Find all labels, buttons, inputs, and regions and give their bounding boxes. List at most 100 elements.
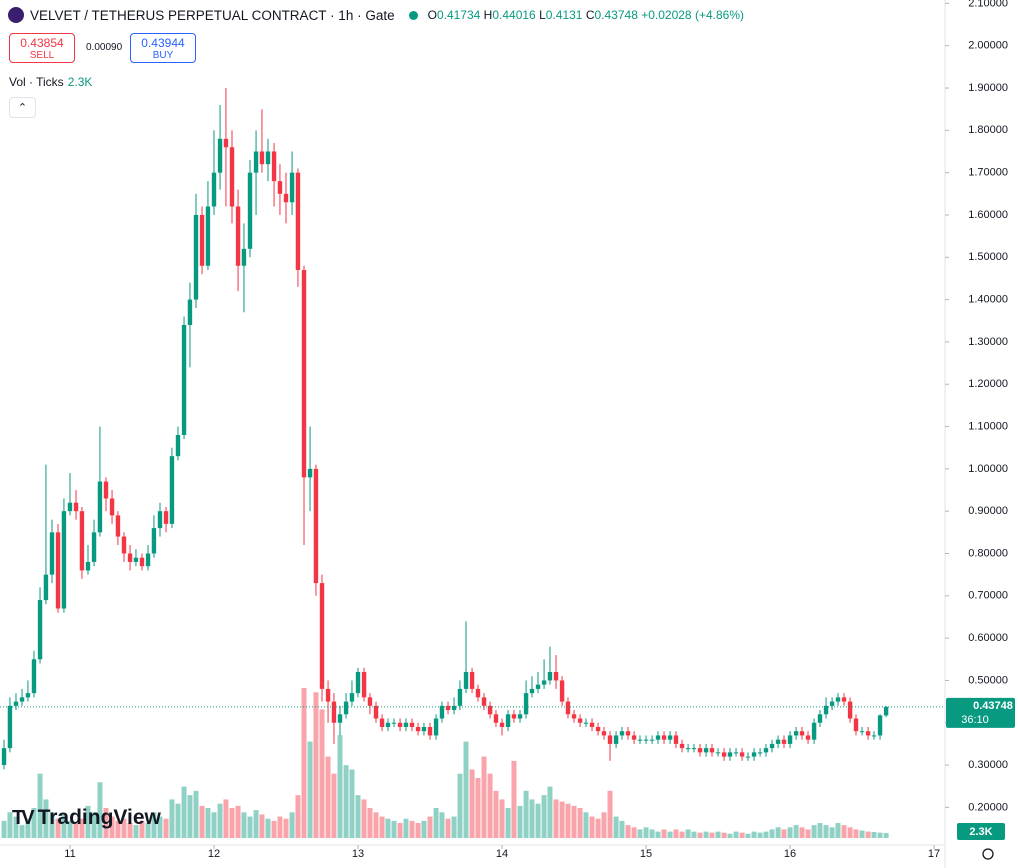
candle-body	[355, 671, 361, 694]
volume-bar	[307, 741, 313, 838]
volume-bar	[343, 765, 349, 838]
collapse-button[interactable]: ⌃	[9, 97, 36, 118]
candle-body	[49, 532, 55, 575]
candle-body	[55, 532, 61, 609]
candle-body	[703, 748, 709, 753]
candle-body	[859, 731, 865, 733]
volume-bar	[97, 782, 103, 838]
candle-body	[667, 735, 673, 740]
candle-body	[757, 752, 763, 754]
candle-body	[181, 324, 187, 436]
l-label: L	[539, 8, 546, 22]
volume-bar	[403, 818, 409, 838]
volume-bar	[553, 799, 559, 838]
volume-bar	[253, 810, 259, 838]
volume-bar	[721, 832, 727, 838]
candle-body	[775, 739, 781, 744]
volume-bar	[781, 829, 787, 838]
candle-body	[763, 748, 769, 753]
volume-bar	[703, 831, 709, 838]
candle-body	[649, 739, 655, 741]
volume-bar	[529, 799, 535, 838]
candle-body	[823, 705, 829, 715]
candle-body	[193, 214, 199, 300]
candle-body	[697, 748, 703, 753]
candle-body	[199, 214, 205, 266]
candle-body	[619, 731, 625, 736]
candle-body	[337, 714, 343, 723]
change: +0.02028	[641, 8, 692, 22]
volume-bar	[217, 803, 223, 838]
volume-bar	[379, 816, 385, 838]
candle-body	[433, 718, 439, 736]
volume-bar	[619, 820, 625, 838]
symbol-title[interactable]: VELVET / TETHERUS PERPETUAL CONTRACT · 1…	[30, 7, 395, 23]
candle-body	[817, 714, 823, 723]
candle-body	[751, 752, 757, 757]
candle-body	[241, 248, 247, 266]
candle-body	[559, 680, 565, 702]
candle-body	[133, 557, 139, 562]
y-tick-label: 1.30000	[968, 336, 1008, 348]
volume-bar	[43, 799, 49, 838]
candle-body	[643, 739, 649, 741]
volume-bar	[505, 808, 511, 838]
y-tick-label: 0.70000	[968, 590, 1008, 602]
volume-bar	[493, 790, 499, 838]
y-tick-label: 2.00000	[968, 40, 1008, 52]
candle-body	[577, 718, 583, 723]
candle-body	[265, 151, 271, 165]
brand-name: TradingView	[37, 806, 161, 829]
candle-body	[595, 726, 601, 732]
volume-legend-value: 2.3K	[67, 75, 93, 89]
volume-bar	[199, 805, 205, 838]
x-tick-label: 15	[640, 848, 652, 860]
candle-body	[865, 731, 871, 736]
candle-body	[691, 748, 697, 750]
candle-body	[31, 659, 37, 694]
candle-body	[811, 722, 817, 740]
candle-body	[631, 735, 637, 740]
ohlc: O0.41734 H0.44016 L0.4131 C0.43748 +0.02…	[428, 8, 744, 22]
volume-bar	[31, 808, 37, 838]
volume-bar	[841, 825, 847, 838]
candle-body	[415, 726, 421, 732]
candle-body	[343, 701, 349, 715]
volume-bar	[409, 820, 415, 838]
volume-bar	[277, 816, 283, 838]
candle-body	[853, 718, 859, 732]
volume-bar	[811, 825, 817, 838]
candle-body	[439, 705, 445, 719]
candle-body	[685, 748, 691, 750]
volume-bar	[373, 812, 379, 838]
volume-bar	[481, 756, 487, 838]
settings-icon[interactable]	[982, 848, 994, 860]
candle-body	[571, 714, 577, 719]
open-value: 0.41734	[436, 8, 481, 22]
volume-bar	[769, 829, 775, 838]
candle-body	[19, 697, 25, 702]
volume-bar	[169, 799, 175, 838]
sell-price: 0.43854	[20, 36, 64, 50]
candle-body	[1, 748, 7, 766]
candle-body	[247, 172, 253, 249]
volume-bar	[805, 829, 811, 838]
volume-bar	[7, 812, 13, 838]
candle-body	[469, 671, 475, 689]
volume-bar	[295, 795, 301, 838]
volume-bar	[631, 827, 637, 838]
candle-body	[13, 701, 19, 706]
candle-body	[109, 498, 115, 516]
buy-button[interactable]: 0.43944 BUY	[130, 33, 196, 63]
candle-body	[271, 151, 277, 182]
close-value: 0.43748	[594, 8, 638, 22]
sell-button[interactable]: 0.43854 SELL	[9, 33, 75, 63]
volume-bar	[685, 829, 691, 838]
volume-bar	[523, 790, 529, 838]
volume-bar	[637, 829, 643, 838]
candle-body	[307, 468, 313, 478]
volume-bar	[625, 825, 631, 838]
volume-bar	[727, 833, 733, 838]
volume-bar	[571, 805, 577, 838]
